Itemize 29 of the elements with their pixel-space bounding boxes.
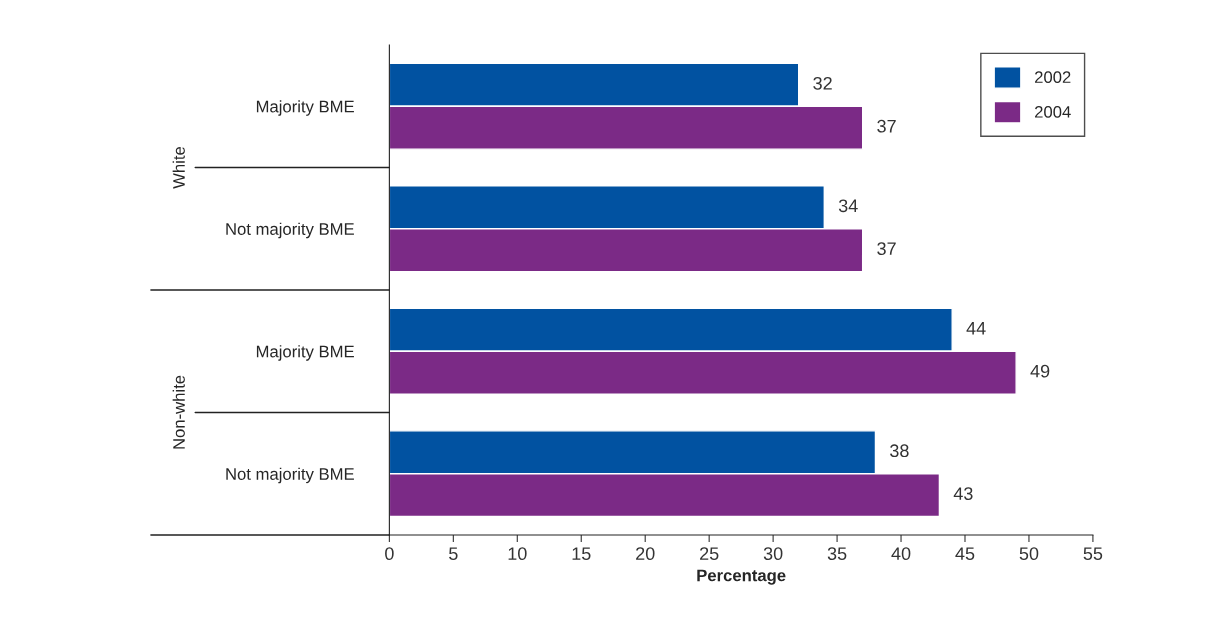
x-tick-label: 30 (763, 547, 783, 561)
data-label: 37 (877, 242, 896, 256)
data-label: 44 (966, 322, 986, 335)
x-tick-label: 15 (572, 547, 591, 561)
data-label: 43 (953, 487, 973, 500)
data-label: 37 (877, 119, 896, 133)
x-tick-label: 55 (1083, 547, 1103, 561)
x-tick-label: 50 (1019, 547, 1039, 561)
legend-label: 2002 (1035, 71, 1071, 84)
data-label: 34 (838, 199, 858, 213)
x-tick-label: 35 (827, 547, 847, 561)
data-label: 49 (1030, 364, 1050, 378)
legend-label: 2004 (1035, 105, 1071, 118)
y-tick-label: Majority BME (256, 345, 354, 361)
x-tick-label: 45 (955, 547, 975, 561)
x-tick-label: 40 (891, 547, 911, 561)
text: White (172, 146, 185, 189)
x-tick-label: 20 (636, 547, 655, 561)
x-tick-label: 10 (508, 547, 527, 561)
y-tick-label: Majority BME (256, 100, 354, 116)
x-tick-label: 5 (449, 547, 458, 561)
text: Non-white (172, 375, 185, 449)
y-tick-label: Not majority BME (226, 467, 354, 484)
x-axis-title: Percentage (697, 569, 786, 585)
data-label: 38 (890, 444, 909, 458)
x-tick-label: 0 (385, 547, 394, 561)
x-tick-label: 25 (700, 547, 719, 561)
data-label: 32 (813, 76, 832, 90)
y-tick-label: Not majority BME (226, 222, 354, 239)
